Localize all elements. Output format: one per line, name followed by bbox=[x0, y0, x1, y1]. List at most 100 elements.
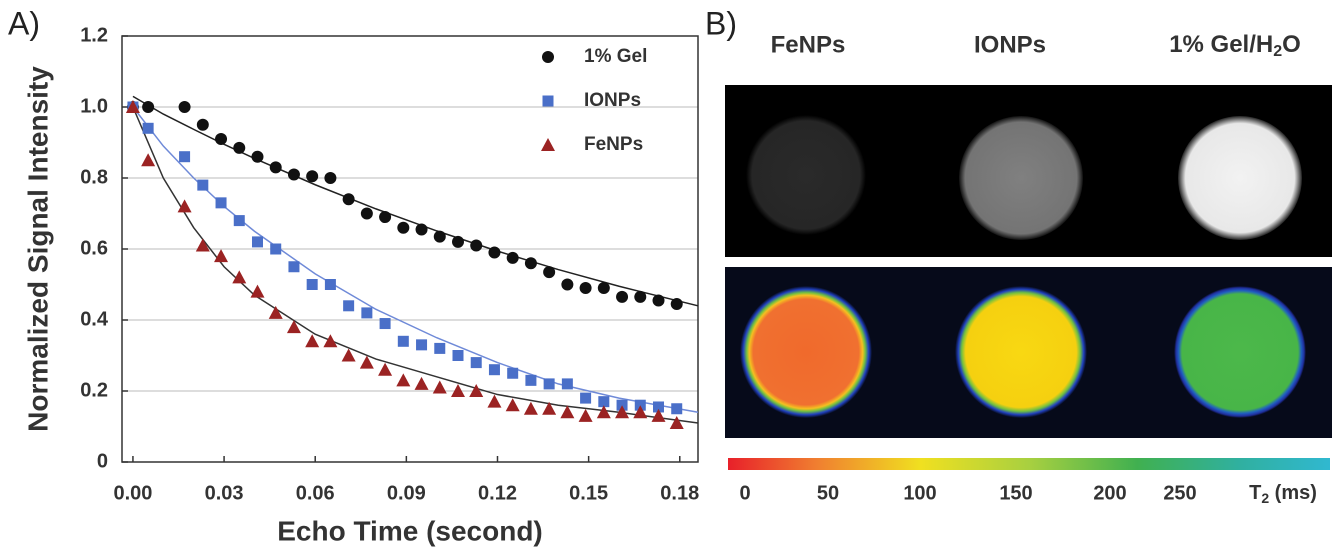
data-point bbox=[252, 236, 263, 247]
column-label: IONPs bbox=[974, 31, 1046, 58]
data-point bbox=[197, 180, 208, 191]
data-point bbox=[616, 291, 628, 303]
x-axis-title: Echo Time (second) bbox=[277, 515, 543, 546]
data-point bbox=[361, 307, 372, 318]
data-point bbox=[670, 416, 684, 429]
data-point bbox=[323, 334, 337, 347]
data-point bbox=[415, 377, 429, 390]
data-point bbox=[543, 266, 555, 278]
y-tick-label: 0.2 bbox=[80, 379, 108, 401]
column-label: 1% Gel/H2O bbox=[1169, 31, 1301, 60]
data-point bbox=[142, 101, 154, 113]
data-point bbox=[580, 282, 592, 294]
t2-circle bbox=[955, 286, 1087, 418]
data-point bbox=[598, 282, 610, 294]
x-tick-label: 0.00 bbox=[113, 482, 152, 504]
data-point bbox=[325, 279, 336, 290]
data-point bbox=[324, 172, 336, 184]
data-point bbox=[397, 222, 409, 234]
data-point bbox=[453, 350, 464, 361]
label-part: 1% Gel/H bbox=[1169, 31, 1273, 58]
data-point bbox=[653, 294, 665, 306]
data-point bbox=[506, 398, 520, 411]
data-point bbox=[434, 343, 445, 354]
y-tick-label: 0.8 bbox=[80, 166, 108, 188]
colorbar-unit: T2 (ms) bbox=[1249, 482, 1317, 505]
data-point bbox=[270, 161, 282, 173]
sample-circle bbox=[746, 115, 866, 235]
data-point bbox=[251, 151, 263, 163]
legend-label: 1% Gel bbox=[584, 46, 647, 67]
data-point bbox=[378, 363, 392, 376]
data-point bbox=[489, 364, 500, 375]
data-point bbox=[215, 133, 227, 145]
t2-circle bbox=[740, 286, 872, 418]
x-tick-label: 0.15 bbox=[569, 482, 608, 504]
label-subscript: 2 bbox=[1273, 43, 1282, 60]
colorbar-tick: 50 bbox=[817, 482, 839, 504]
data-point bbox=[306, 170, 318, 182]
data-point bbox=[525, 375, 536, 386]
data-point bbox=[250, 285, 264, 298]
data-point bbox=[398, 336, 409, 347]
data-point bbox=[544, 378, 555, 389]
data-point bbox=[416, 223, 428, 235]
panel-label: B) bbox=[705, 5, 737, 41]
label-part: O bbox=[1282, 31, 1301, 58]
data-point bbox=[270, 244, 281, 255]
data-point bbox=[562, 378, 573, 389]
data-point bbox=[488, 247, 500, 259]
legend-label: FeNPs bbox=[584, 134, 643, 155]
data-point bbox=[542, 51, 554, 63]
label-part: T bbox=[1249, 482, 1261, 504]
data-point bbox=[379, 211, 391, 223]
data-point bbox=[487, 395, 501, 408]
data-point bbox=[380, 318, 391, 329]
data-point bbox=[671, 298, 683, 310]
colorbar-tick: 150 bbox=[999, 482, 1032, 504]
data-point bbox=[579, 409, 593, 422]
data-point bbox=[543, 96, 554, 107]
label-part: (ms) bbox=[1269, 482, 1317, 504]
data-point bbox=[216, 197, 227, 208]
data-point bbox=[416, 339, 427, 350]
x-tick-label: 0.06 bbox=[296, 482, 335, 504]
data-point bbox=[561, 279, 573, 291]
data-point bbox=[525, 257, 537, 269]
panel-label: A) bbox=[8, 5, 40, 41]
data-point bbox=[671, 403, 682, 414]
data-point bbox=[541, 138, 555, 151]
legend-label: IONPs bbox=[584, 90, 641, 111]
y-tick-label: 1.0 bbox=[80, 95, 108, 117]
data-point bbox=[507, 252, 519, 264]
data-point bbox=[396, 373, 410, 386]
data-point bbox=[197, 119, 209, 131]
colorbar-tick: 0 bbox=[739, 482, 750, 504]
figure: A) Echo Time (second) Normalized Signal … bbox=[0, 0, 1340, 553]
x-tick-label: 0.18 bbox=[660, 482, 699, 504]
data-point bbox=[524, 402, 538, 415]
data-point bbox=[343, 300, 354, 311]
data-point bbox=[452, 236, 464, 248]
data-point bbox=[288, 261, 299, 272]
data-point bbox=[143, 123, 154, 134]
data-point bbox=[634, 291, 646, 303]
data-point bbox=[179, 151, 190, 162]
x-tick-label: 0.12 bbox=[478, 482, 517, 504]
colorbar-tick: 100 bbox=[903, 482, 936, 504]
data-point bbox=[288, 168, 300, 180]
data-point bbox=[434, 231, 446, 243]
y-axis-title: Normalized Signal Intensity bbox=[22, 66, 53, 432]
x-tick-label: 0.03 bbox=[205, 482, 244, 504]
data-point bbox=[305, 334, 319, 347]
data-point bbox=[343, 193, 355, 205]
data-point bbox=[471, 357, 482, 368]
data-point bbox=[233, 142, 245, 154]
x-tick-label: 0.09 bbox=[387, 482, 426, 504]
data-point bbox=[287, 320, 301, 333]
colorbar-tick: 200 bbox=[1093, 482, 1126, 504]
page: A) Echo Time (second) Normalized Signal … bbox=[0, 0, 1340, 553]
label-subscript: 2 bbox=[1261, 490, 1269, 506]
data-point bbox=[433, 380, 447, 393]
